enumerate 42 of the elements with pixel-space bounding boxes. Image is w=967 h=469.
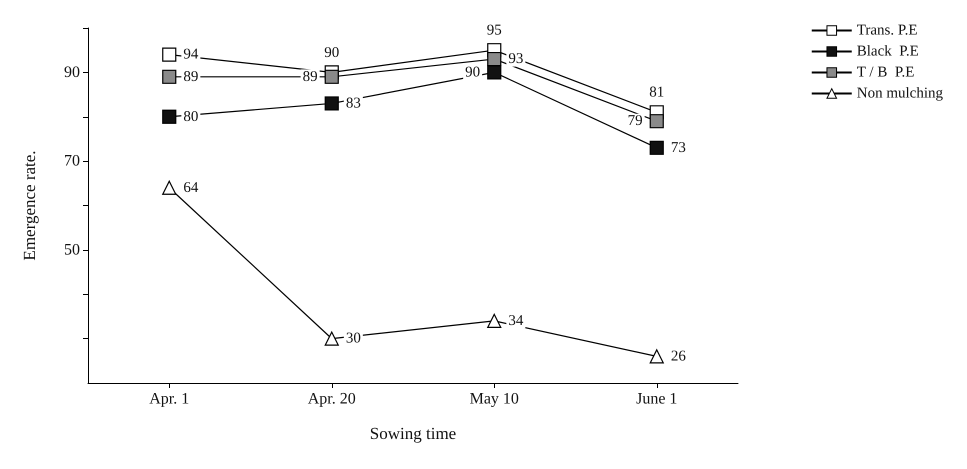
- data-label: 64: [183, 180, 199, 196]
- x-tick-label: June 1: [636, 390, 678, 408]
- data-label: 79: [628, 113, 643, 130]
- data-label: 89: [302, 68, 318, 85]
- data-label: 94: [183, 46, 199, 63]
- data-label: 81: [649, 84, 664, 101]
- y-tick-label: 50: [64, 241, 80, 258]
- data-label: 26: [670, 348, 686, 364]
- legend-label: Trans. P.E: [856, 22, 918, 38]
- point: [487, 65, 502, 80]
- data-label: 95: [486, 22, 502, 39]
- point: [650, 140, 664, 155]
- point: [487, 52, 502, 66]
- y-tick-label: 90: [64, 64, 80, 81]
- legend-label: Non mulching: [856, 86, 944, 102]
- point: [324, 96, 339, 111]
- data-label: 80: [183, 108, 198, 125]
- point: [650, 349, 664, 364]
- point: [162, 110, 176, 124]
- point: [324, 332, 339, 346]
- point: [162, 48, 176, 62]
- data-label: 89: [183, 68, 198, 85]
- x-tick-label: Apr. 1: [149, 390, 190, 408]
- point: [162, 180, 176, 195]
- point: [650, 114, 664, 128]
- x-tick-label: May 10: [470, 390, 519, 408]
- data-label: 90: [465, 64, 480, 80]
- point: [324, 70, 339, 84]
- data-label: 83: [346, 95, 361, 112]
- y-tick-label: 70: [64, 152, 80, 170]
- data-label: 93: [508, 51, 524, 68]
- x-tick-label: Apr. 20: [308, 390, 356, 408]
- y-axis-title: Emergence rate.: [20, 150, 39, 261]
- x-axis-title: Sowing time: [370, 424, 456, 443]
- data-label: 30: [346, 330, 361, 347]
- data-label: 34: [508, 312, 524, 329]
- legend-label: T / B P.E: [856, 64, 914, 80]
- data-label: 73: [670, 140, 686, 156]
- point: [162, 70, 176, 84]
- data-label: 90: [324, 44, 340, 61]
- point: [487, 314, 502, 328]
- legend-label: Black P.E: [856, 44, 919, 60]
